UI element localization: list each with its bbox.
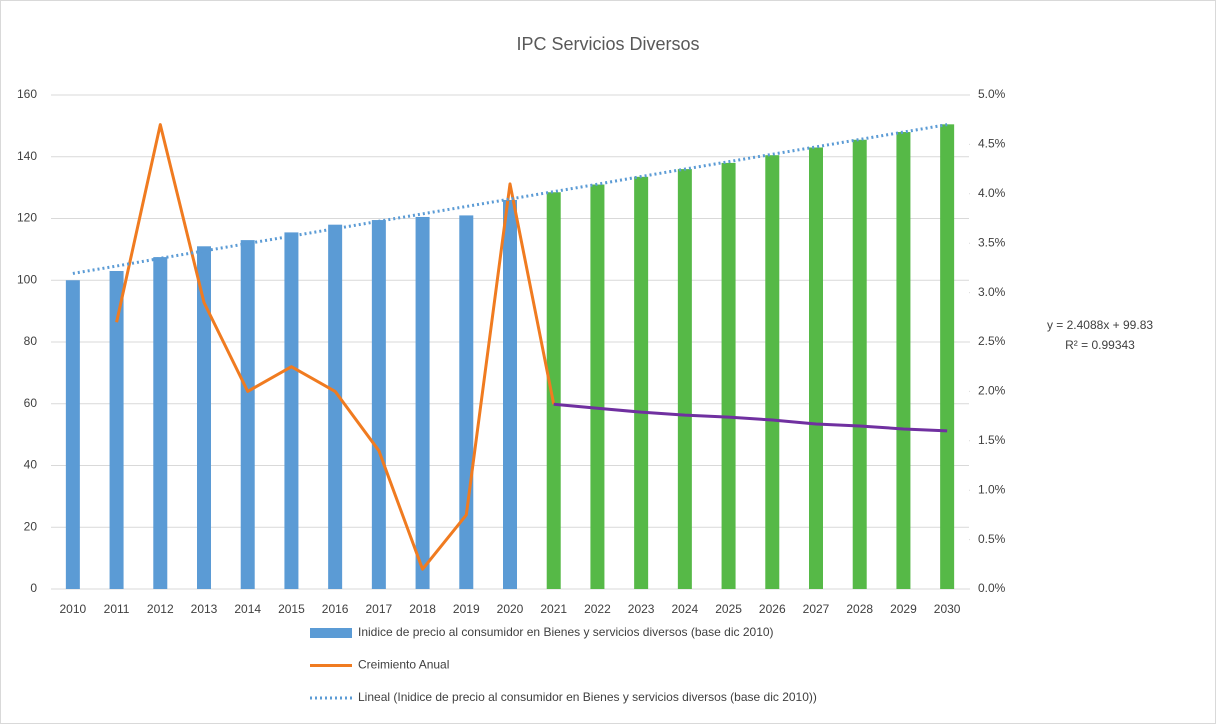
y2-tick-label: 2.0% [978, 384, 1006, 398]
x-tick-label: 2026 [759, 602, 786, 616]
legend-label: Inidice de precio al consumidor en Biene… [358, 625, 774, 639]
bar [677, 169, 692, 589]
y2-tick-label: 0.0% [978, 581, 1006, 595]
y2-tick-label: 5.0% [978, 87, 1006, 101]
bar [415, 216, 430, 590]
y-tick-label: 140 [17, 149, 37, 163]
legend-label: Creimiento Anual [358, 658, 449, 672]
x-tick-label: 2015 [278, 602, 305, 616]
y-tick-label: 20 [24, 519, 38, 533]
y-tick-label: 160 [17, 87, 37, 101]
bar [809, 147, 823, 590]
y2-tick-label: 1.5% [978, 433, 1006, 447]
x-tick-label: 2021 [540, 602, 567, 616]
x-tick-label: 2023 [628, 602, 655, 616]
bar [503, 199, 517, 589]
y-tick-label: 100 [17, 272, 37, 286]
y2-tick-label: 4.0% [978, 186, 1006, 200]
bar [197, 246, 211, 589]
legend-swatch [310, 628, 352, 638]
x-tick-label: 2016 [322, 602, 349, 616]
bar [546, 192, 561, 589]
y2-tick-label: 0.5% [978, 532, 1006, 546]
bar [721, 162, 736, 590]
x-tick-label: 2027 [803, 602, 830, 616]
bar [940, 124, 955, 590]
y-tick-label: 0 [30, 581, 37, 595]
trend-equation: y = 2.4088x + 99.83 [1047, 318, 1153, 332]
y-tick-label: 40 [24, 458, 38, 472]
x-tick-label: 2017 [366, 602, 393, 616]
x-tick-label: 2018 [409, 602, 436, 616]
bar [284, 232, 299, 590]
x-tick-label: 2011 [104, 602, 130, 616]
legend-label: Lineal (Inidice de precio al consumidor … [358, 690, 817, 704]
x-tick-label: 2019 [453, 602, 480, 616]
x-tick-label: 2029 [890, 602, 917, 616]
bar [65, 280, 80, 589]
y-tick-label: 80 [24, 334, 38, 348]
bar [852, 139, 867, 590]
x-tick-label: 2024 [672, 602, 699, 616]
bar [896, 132, 911, 590]
y2-tick-label: 2.5% [978, 334, 1006, 348]
line [553, 402, 948, 433]
trend-r2: R² = 0.99343 [1065, 338, 1135, 352]
line [115, 123, 556, 571]
y-tick-label: 60 [24, 396, 38, 410]
chart-title: IPC Servicios Diversos [516, 34, 699, 54]
bar [590, 184, 605, 589]
x-tick-label: 2014 [234, 602, 261, 616]
x-tick-label: 2012 [147, 602, 174, 616]
bar [634, 176, 649, 589]
x-tick-label: 2022 [584, 602, 611, 616]
bar [240, 240, 255, 590]
y2-tick-label: 3.0% [978, 285, 1006, 299]
x-tick-label: 2025 [715, 602, 742, 616]
x-tick-label: 2030 [934, 602, 961, 616]
y2-tick-label: 1.0% [978, 482, 1006, 496]
y2-tick-label: 3.5% [978, 235, 1006, 249]
bar [153, 257, 168, 589]
bar [371, 220, 386, 589]
x-tick-label: 2010 [60, 602, 87, 616]
bar [459, 215, 474, 589]
x-tick-label: 2013 [191, 602, 218, 616]
bar [328, 224, 343, 590]
y-tick-label: 120 [17, 211, 37, 225]
x-tick-label: 2028 [846, 602, 873, 616]
bar [109, 270, 124, 589]
bar [765, 155, 780, 590]
x-tick-label: 2020 [497, 602, 524, 616]
y2-tick-label: 4.5% [978, 137, 1006, 151]
